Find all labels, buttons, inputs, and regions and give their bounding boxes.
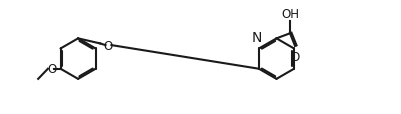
Text: O: O <box>104 39 113 52</box>
Text: OH: OH <box>281 8 299 21</box>
Text: O: O <box>291 51 300 64</box>
Text: N: N <box>252 31 262 45</box>
Text: O: O <box>47 63 57 76</box>
